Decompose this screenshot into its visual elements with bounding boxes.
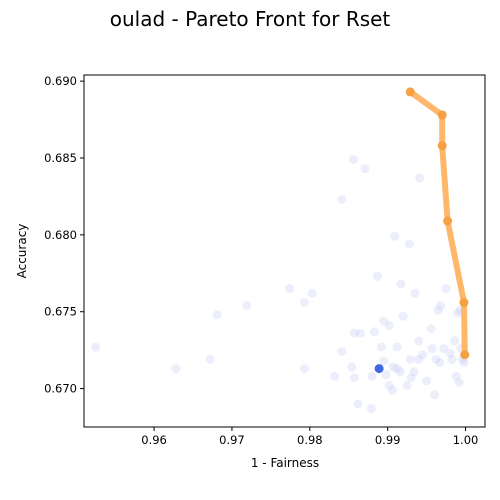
pareto-front-point	[405, 87, 415, 97]
pareto-front-point	[460, 350, 470, 360]
rset-model-point	[299, 364, 309, 374]
rset-model-point	[410, 288, 420, 298]
rset-model-point	[337, 347, 347, 357]
rset-model-point	[405, 354, 415, 364]
rset-model-point	[436, 301, 446, 311]
rset-model-point	[404, 239, 414, 249]
x-axis-ticks: 0.96 0.97 0.98 0.99 1.00	[141, 427, 478, 447]
rset-model-point	[171, 364, 181, 374]
pareto-front-point	[459, 297, 469, 307]
rset-model-point	[431, 354, 441, 364]
rset-model-point	[299, 297, 309, 307]
rset-model-point	[427, 344, 437, 354]
y-tick-label: 0.685	[44, 151, 77, 165]
rset-model-point	[212, 310, 222, 320]
rset-model-point	[418, 350, 428, 360]
rset-model-point	[366, 404, 376, 414]
rset-model-point	[414, 354, 424, 364]
rset-model-point	[433, 305, 443, 315]
x-tick-label: 0.98	[297, 433, 323, 447]
rset-model-point	[387, 385, 397, 395]
rset-model-point	[390, 231, 400, 241]
rset-model-point	[376, 342, 386, 352]
pareto-front-line	[407, 88, 468, 358]
pareto-front-point	[443, 216, 453, 226]
x-axis-label: 1 - Fairness	[251, 456, 319, 470]
rset-model-point	[453, 308, 463, 318]
rset-model-point	[337, 195, 347, 205]
rset-model-point	[392, 342, 402, 352]
y-tick-label: 0.675	[44, 305, 77, 319]
rset-model-point	[355, 328, 365, 338]
rset-model-point	[415, 173, 425, 183]
rset-model-point	[330, 371, 340, 381]
rset-model-point	[459, 357, 469, 367]
rset-model-point	[426, 324, 436, 334]
rset-model-point	[360, 164, 370, 174]
rset-model-point	[285, 284, 295, 294]
y-tick-label: 0.680	[44, 228, 77, 242]
rset-model-point	[402, 380, 412, 390]
rset-model-point	[347, 362, 357, 372]
pareto-front-point	[437, 141, 447, 151]
rset-model-point	[409, 367, 419, 377]
rset-model-point	[429, 390, 439, 400]
x-tick-label: 1.00	[453, 433, 479, 447]
rset-model-point	[353, 399, 363, 409]
rset-model-point	[349, 328, 359, 338]
pareto-front-point	[437, 110, 447, 120]
rset-model-point	[396, 279, 406, 289]
rset-model-point	[349, 373, 359, 383]
axes-frame	[83, 74, 486, 428]
rset-model-point	[381, 370, 391, 380]
rset-model-point	[422, 376, 432, 386]
rset-model-point	[348, 155, 358, 165]
x-tick-label: 0.96	[141, 433, 167, 447]
y-tick-label: 0.670	[44, 382, 77, 396]
y-axis-ticks: 0.670 0.675 0.680 0.685 0.690	[44, 74, 84, 396]
y-tick-label: 0.690	[44, 74, 77, 88]
rset-model-points	[91, 155, 469, 414]
rset-model-point	[454, 377, 464, 387]
rset-model-point	[451, 371, 461, 381]
rset-model-point	[395, 367, 405, 377]
rset-model-point	[447, 354, 457, 364]
rset-model-point	[369, 327, 379, 337]
rset-model-point	[242, 301, 252, 311]
rset-model-point	[384, 380, 394, 390]
rset-model-point	[379, 316, 389, 326]
y-axis-label: Accuracy	[15, 224, 29, 279]
chart-title: oulad - Pareto Front for Rset	[110, 7, 391, 31]
x-tick-label: 0.97	[219, 433, 245, 447]
rset-model-point	[441, 284, 451, 294]
rset-model-point	[205, 354, 215, 364]
rset-model-point	[398, 311, 408, 321]
rset-model-point	[439, 344, 449, 354]
rset-model-point	[406, 373, 416, 383]
rset-model-point	[445, 348, 455, 358]
rset-model-point	[91, 342, 101, 352]
rset-model-point	[435, 357, 445, 367]
highlighted-model-point	[374, 364, 384, 374]
rset-model-point	[307, 288, 317, 298]
rset-model-point	[450, 336, 460, 346]
rset-model-point	[388, 362, 398, 372]
rset-model-point	[384, 321, 394, 331]
rset-model-point	[379, 356, 389, 366]
rset-model-point	[414, 336, 424, 346]
rset-model-point	[392, 364, 402, 374]
highlighted-model	[374, 364, 384, 374]
pareto-front	[405, 87, 470, 360]
rset-model-point	[373, 271, 383, 281]
rset-model-point	[367, 371, 377, 381]
x-tick-label: 0.99	[375, 433, 401, 447]
plot-area	[91, 87, 470, 414]
